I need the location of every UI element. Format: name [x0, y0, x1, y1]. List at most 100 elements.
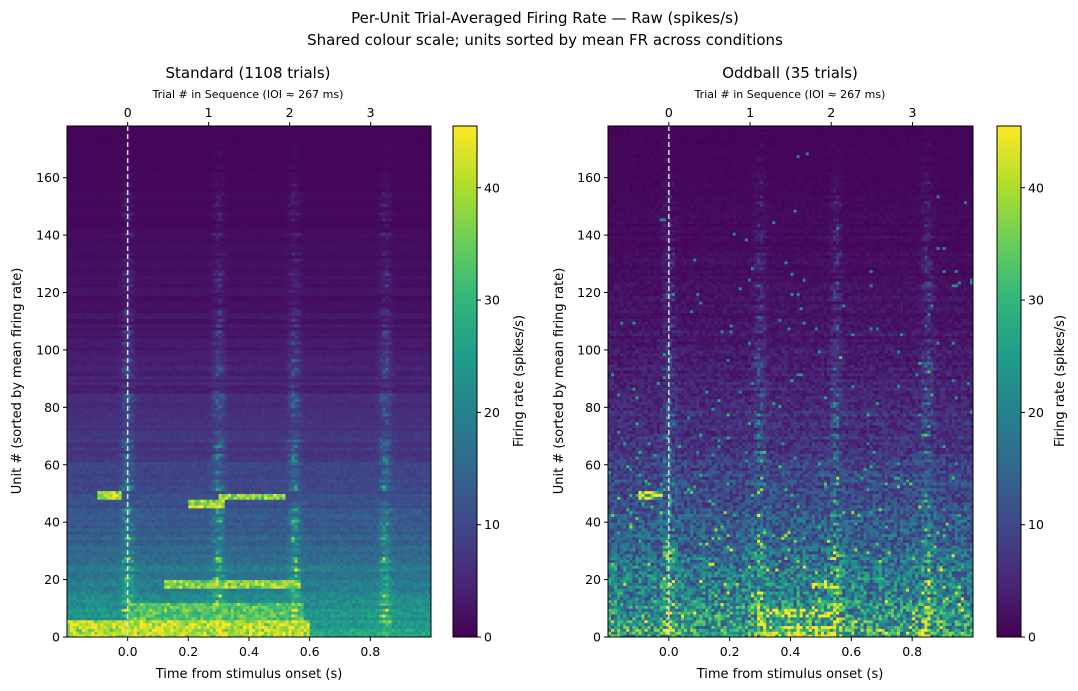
heatmap-cell — [106, 533, 110, 538]
heatmap-cell — [361, 536, 365, 540]
heatmap-cell — [124, 591, 129, 595]
heatmap-cell — [161, 542, 165, 546]
heatmap-cell — [130, 619, 135, 624]
heatmap-cell — [312, 539, 317, 543]
heatmap-cell — [227, 522, 232, 526]
heatmap-cell — [212, 536, 217, 540]
heatmap-cell — [261, 533, 265, 538]
heatmap-cell — [97, 542, 101, 546]
heatmap-cell — [67, 602, 71, 606]
heatmap-cell — [306, 576, 311, 581]
heatmap-cell — [161, 522, 165, 526]
heatmap-cell — [403, 556, 408, 560]
heatmap-cell — [161, 573, 165, 578]
heatmap-cell — [142, 631, 147, 635]
heatmap-cell — [170, 530, 174, 535]
heatmap-cell — [349, 631, 353, 635]
heatmap-cell — [321, 542, 326, 546]
heatmap-cell — [94, 599, 98, 604]
heatmap-cell — [242, 539, 247, 543]
heatmap-cell — [151, 562, 156, 566]
heatmap-cell — [91, 608, 95, 612]
heatmap-cell — [415, 593, 420, 598]
heatmap-cell — [194, 527, 198, 532]
heatmap-cell — [418, 556, 423, 560]
heatmap-cell — [421, 591, 426, 595]
heatmap-cell — [82, 553, 86, 558]
heatmap-cell — [221, 556, 226, 560]
heatmap-cell — [376, 628, 380, 632]
heatmap-cell — [191, 573, 195, 578]
heatmap-cell — [400, 553, 405, 558]
heatmap-cell — [97, 593, 101, 598]
heatmap-cell — [139, 522, 144, 526]
heatmap-cell — [85, 585, 89, 589]
heatmap-cell — [309, 539, 314, 543]
heatmap-cell — [418, 573, 423, 578]
heatmap-cell — [194, 588, 198, 592]
heatmap-cell — [421, 536, 426, 540]
heatmap-cell — [352, 522, 356, 526]
heatmap-cell — [255, 628, 259, 632]
heatmap-cell — [206, 556, 211, 560]
heatmap-cell — [412, 527, 417, 532]
heatmap-cell — [258, 562, 262, 566]
heatmap-cell — [227, 628, 232, 632]
heatmap-cell — [270, 614, 274, 618]
heatmap-cell — [306, 599, 311, 604]
heatmap-cell — [215, 533, 220, 538]
heatmap-cell — [145, 591, 150, 595]
heatmap-cell — [173, 614, 177, 618]
heatmap-cell — [303, 591, 308, 595]
heatmap-cell — [88, 576, 92, 581]
heatmap-cell — [203, 634, 208, 638]
heatmap-cell — [376, 522, 380, 526]
heatmap-cell — [321, 539, 326, 543]
heatmap-cell — [221, 522, 226, 526]
heatmap-cell — [191, 556, 195, 560]
heatmap-cell — [79, 602, 83, 606]
heatmap-cell — [391, 588, 396, 592]
heatmap-cell — [291, 619, 295, 624]
heatmap-cell — [421, 522, 426, 526]
heatmap-cell — [312, 536, 317, 540]
heatmap-cell — [218, 542, 223, 546]
heatmap-cell — [173, 545, 177, 549]
heatmap-cell — [406, 530, 411, 535]
heatmap-cell — [327, 616, 332, 621]
heatmap-cell — [115, 527, 120, 532]
heatmap-cell — [291, 570, 295, 575]
heatmap-cell — [270, 576, 274, 581]
heatmap-cell — [306, 530, 311, 535]
heatmap-cell — [130, 631, 135, 635]
heatmap-cell — [73, 562, 77, 566]
heatmap-cell — [282, 579, 286, 583]
heatmap-cell — [203, 536, 208, 540]
heatmap-cell — [91, 548, 95, 552]
heatmap-cell — [340, 614, 344, 618]
heatmap-cell — [370, 519, 374, 523]
heatmap-cell — [321, 576, 326, 581]
heatmap-cell — [212, 611, 217, 615]
heatmap-cell — [194, 533, 198, 538]
heatmap-cell — [215, 562, 220, 566]
heatmap-cell — [388, 593, 393, 598]
heatmap-cell — [100, 516, 104, 520]
heatmap-cell — [249, 550, 253, 555]
heatmap-cell — [154, 550, 159, 555]
heatmap-cell — [355, 576, 359, 581]
heatmap-cell — [173, 562, 177, 566]
heatmap-cell — [379, 588, 383, 592]
heatmap-cell — [173, 599, 177, 604]
heatmap-cell — [133, 525, 138, 529]
heatmap-cell — [218, 625, 223, 629]
heatmap-cell — [361, 568, 365, 572]
heatmap-cell — [297, 576, 302, 581]
heatmap-cell — [403, 582, 408, 586]
heatmap-cell — [164, 556, 168, 560]
heatmap-cell — [209, 585, 214, 589]
heatmap-cell — [194, 522, 198, 526]
heatmap-cell — [203, 573, 208, 578]
heatmap-cell — [349, 559, 353, 563]
heatmap-cell — [124, 573, 129, 578]
